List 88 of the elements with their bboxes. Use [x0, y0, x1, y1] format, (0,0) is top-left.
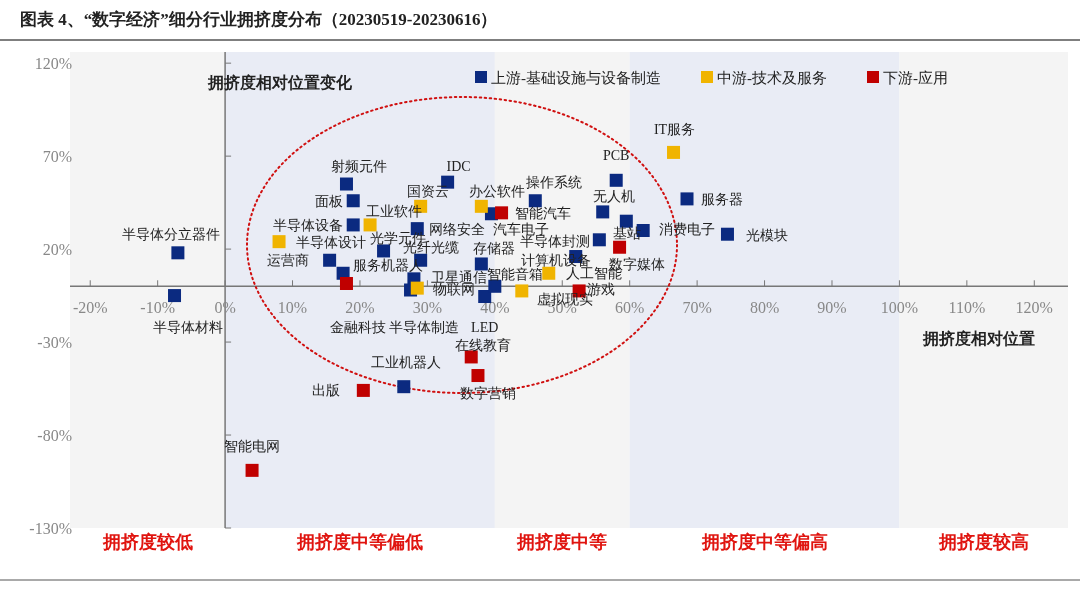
annotation: IDC	[446, 159, 471, 175]
point	[346, 194, 360, 208]
annotation: 服务器	[701, 191, 744, 207]
point	[720, 227, 734, 241]
point	[680, 192, 694, 206]
annotation: 计算机设备	[520, 252, 591, 268]
annotation: 射频元件	[331, 159, 388, 175]
x-tick-label: 90%	[817, 299, 847, 317]
band-label: 拥挤度中等	[516, 531, 608, 552]
point	[474, 257, 488, 271]
annotation: 网络安全	[429, 221, 486, 237]
annotation: 在线教育	[455, 336, 512, 353]
y-tick-label: 20%	[42, 241, 72, 259]
annotation: 无人机	[592, 188, 635, 204]
annotation: 出版	[312, 383, 341, 399]
x-tick-label: 120%	[1015, 299, 1053, 317]
legend-label: 中游-技术及服务	[717, 70, 827, 86]
y-tick-label: -30%	[37, 334, 72, 352]
point	[609, 173, 623, 187]
annotation: 智能音箱	[486, 267, 543, 283]
point	[596, 205, 610, 219]
annotation: 面板	[315, 193, 344, 209]
annotation: PCB	[602, 148, 630, 164]
annotation: 基站	[613, 226, 642, 242]
annotation: 半导体设计	[295, 235, 366, 251]
annotation: IT服务	[653, 122, 696, 138]
annotation: 操作系统	[526, 174, 583, 190]
point	[245, 463, 259, 477]
point	[339, 177, 353, 191]
x-tick-label: 70%	[682, 299, 712, 317]
annotation: 半导体材料	[152, 320, 223, 336]
annotation: 运营商	[267, 252, 310, 268]
point	[356, 383, 370, 397]
point	[474, 199, 488, 213]
annotation: 存储器	[473, 240, 516, 256]
band-label: 拥挤度较低	[101, 531, 193, 552]
x-tick-label: -20%	[72, 299, 108, 317]
annotation: 国资云	[406, 184, 449, 200]
point	[346, 218, 360, 232]
legend-label: 上游-基础设施与设备制造	[491, 70, 661, 86]
x-tick-label: 110%	[948, 299, 986, 317]
annotation: 光模块	[746, 228, 789, 244]
x-tick-label: 100%	[880, 299, 919, 317]
annotation: 金融科技	[330, 320, 387, 336]
y-tick-label: -130%	[29, 520, 72, 537]
point	[377, 244, 391, 258]
annotation: 智能电网	[224, 439, 281, 455]
y-tick-label: 120%	[34, 55, 72, 73]
x-tick-label: 30%	[412, 299, 443, 317]
point	[410, 281, 424, 295]
point	[272, 235, 286, 249]
annotation: 智能汽车	[514, 205, 571, 221]
point	[667, 145, 681, 159]
annotation: 半导体分立器件	[121, 226, 220, 242]
x-axis-title: 拥挤度相对位置	[922, 329, 1035, 347]
point	[168, 289, 182, 303]
point	[592, 233, 606, 247]
x-tick-label: -10%	[140, 299, 175, 317]
legend-label: 下游-应用	[883, 70, 948, 86]
annotation: 半导体设备	[273, 217, 344, 233]
x-tick-label: 20%	[345, 299, 375, 317]
band-label: 拥挤度中等偏低	[295, 531, 423, 552]
point	[339, 276, 353, 290]
x-tick-label: 80%	[749, 299, 780, 317]
y-tick-label: 70%	[42, 148, 72, 166]
annotation: 半导体制造	[388, 320, 459, 336]
band-label: 拥挤度较高	[937, 531, 1029, 552]
annotation: 消费电子	[659, 221, 716, 237]
x-tick-label: 60%	[615, 299, 645, 317]
point	[613, 240, 627, 254]
point	[542, 266, 556, 280]
annotation: 办公软件	[469, 184, 526, 200]
point	[495, 206, 509, 220]
x-tick-label: 40%	[480, 299, 510, 317]
point	[471, 369, 485, 383]
point	[397, 380, 411, 394]
x-tick-label: 10%	[277, 299, 308, 317]
point	[171, 246, 185, 260]
annotation: LED	[471, 320, 499, 336]
band-label: 拥挤度中等偏高	[700, 531, 828, 552]
point	[515, 284, 529, 298]
annotation: 工业机器人	[370, 354, 441, 370]
point	[323, 253, 337, 267]
point	[363, 218, 377, 232]
y-axis-title: 拥挤度相对位置变化	[207, 73, 353, 91]
annotation: 工业软件	[366, 203, 423, 219]
chart-title: 图表 4、“数字经济”细分行业拥挤度分布（20230519-20230616）	[20, 10, 498, 29]
y-tick-label: -80%	[37, 427, 72, 445]
